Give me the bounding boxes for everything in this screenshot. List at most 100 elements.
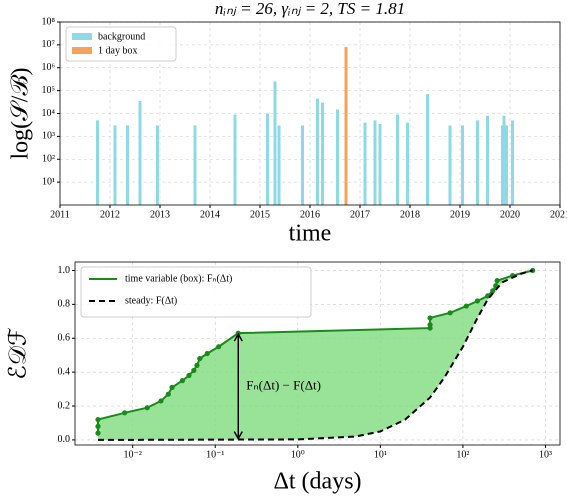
y-tick-label: 10⁴: [42, 108, 56, 119]
bar: [273, 81, 277, 205]
x-tick-label: 10³: [539, 449, 552, 460]
bar: [363, 122, 367, 205]
bar: [373, 120, 377, 205]
point: [463, 303, 469, 309]
bar: [511, 120, 514, 205]
y-tick-label: 10⁸: [42, 16, 56, 27]
bar: [378, 123, 382, 205]
y-axis-label: ℰ𝒟ℱ: [6, 327, 32, 380]
x-tick-label: 2015: [250, 209, 270, 220]
point: [179, 378, 186, 384]
point: [447, 310, 453, 316]
arrow-head: [233, 431, 243, 441]
plot-frame: [74, 261, 561, 446]
point: [122, 410, 128, 416]
point: [165, 391, 171, 397]
x-tick-label: 2019: [450, 209, 470, 220]
x-tick-label: 2020: [500, 209, 520, 220]
point: [95, 416, 101, 423]
x-tick-label: 2017: [350, 209, 370, 220]
y-tick-label: 10⁷: [42, 39, 56, 50]
legend-box: [80, 266, 312, 318]
point: [427, 322, 433, 328]
bar: [344, 47, 348, 206]
point: [474, 298, 481, 304]
bar: [448, 125, 452, 205]
x-tick-label: 10⁻²: [124, 449, 142, 460]
legend-swatch: [72, 47, 92, 54]
fill-between: [98, 270, 533, 440]
point: [95, 430, 101, 436]
bar: [126, 125, 129, 205]
y-tick-label: 10¹: [42, 176, 55, 187]
point: [158, 398, 164, 404]
chart-title: nᵢₙⱼ = 26, γᵢₙⱼ = 2, TS = 1.81: [215, 0, 405, 18]
x-axis-label: time: [289, 221, 332, 247]
x-tick-label: 2016: [300, 209, 320, 220]
y-tick-label: 0.0: [58, 434, 71, 445]
bar: [138, 101, 142, 205]
bar: [486, 115, 489, 205]
point: [197, 355, 203, 362]
y-tick-label: 10²: [42, 154, 55, 165]
point: [204, 350, 210, 357]
bar: [321, 102, 324, 205]
line: [98, 269, 533, 441]
legend-label: 1 day box: [98, 45, 137, 56]
y-axis-label: log(𝒮/ℬ): [8, 67, 34, 159]
point: [95, 423, 101, 429]
point: [216, 344, 222, 350]
bar: [426, 94, 429, 205]
arrow-head: [233, 332, 243, 342]
bar: [266, 113, 269, 205]
point: [494, 278, 500, 284]
plot-frame: [59, 21, 561, 206]
bar: [461, 125, 464, 205]
legend-swatch: [72, 33, 92, 40]
legend-label: time variable (box): Fₙ(Δt): [125, 273, 232, 284]
bar: [113, 125, 117, 205]
y-tick-label: 10⁶: [42, 62, 56, 73]
bar: [193, 125, 197, 205]
y-tick-label: 0.6: [58, 333, 71, 344]
bar: [502, 115, 506, 205]
x-tick-label: 10¹: [374, 449, 387, 460]
legend-label: background: [98, 31, 145, 42]
bar: [156, 125, 159, 205]
x-tick-label: 10⁰: [291, 449, 305, 460]
y-tick-label: 0.2: [58, 400, 71, 411]
point: [191, 367, 197, 374]
x-tick-label: 2014: [200, 209, 220, 220]
x-tick-label: 2018: [400, 209, 420, 220]
x-tick-label: 10²: [456, 449, 469, 460]
bar: [336, 109, 339, 205]
y-tick-label: 10³: [42, 131, 55, 142]
x-tick-label: 10⁻¹: [206, 449, 224, 460]
legend-label: steady: F(Δt): [125, 295, 177, 306]
annotation: Fₙ(Δt) − F(Δt): [246, 377, 321, 392]
x-tick-label: 2011: [50, 209, 70, 220]
point: [169, 384, 175, 390]
bar: [396, 114, 399, 205]
bar: [277, 125, 281, 205]
point: [490, 288, 496, 294]
line: [97, 269, 533, 434]
bar: [316, 98, 319, 205]
point: [194, 362, 200, 368]
bar: [96, 120, 99, 205]
x-axis-label: Δt (days): [273, 469, 361, 495]
bar: [301, 125, 304, 205]
y-tick-label: 10⁵: [42, 85, 56, 96]
x-tick-label: 2013: [150, 209, 170, 220]
bar: [406, 122, 409, 205]
point: [144, 405, 150, 411]
x-tick-label: 2012: [100, 209, 120, 220]
point: [427, 315, 433, 321]
point: [186, 372, 192, 379]
bar: [233, 114, 237, 205]
y-tick-label: 1.0: [58, 265, 71, 276]
legend-box: [65, 26, 177, 62]
